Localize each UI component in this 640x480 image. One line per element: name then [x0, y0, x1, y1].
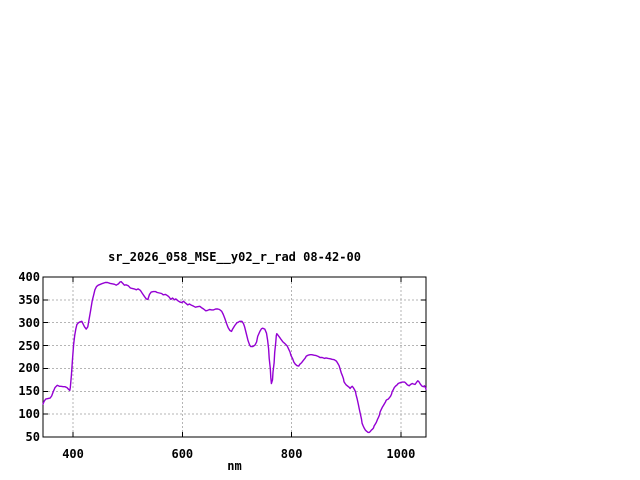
y-tick-label-250: 250: [18, 338, 40, 353]
x-tick-label-600: 600: [171, 447, 194, 461]
y-tick-label-50: 50: [25, 430, 40, 444]
y-tick-label-300: 300: [18, 315, 40, 330]
y-tick-label-150: 150: [18, 384, 40, 399]
plot-border: [42, 276, 427, 438]
y-tick-label-200: 200: [18, 361, 40, 376]
series-line-sr_2026_058_MSE__y02_r_rad: [42, 280, 427, 434]
y-tick-label-100: 100: [18, 407, 40, 422]
y-tick-label-350: 350: [18, 292, 40, 307]
chart-title: sr_2026_058_MSE__y02_r_rad 08-42-00: [108, 250, 361, 264]
x-tick-label-400: 400: [62, 447, 84, 461]
y-tick-label-400: 400: [18, 270, 40, 284]
x-tick-label-800: 800: [280, 447, 303, 461]
x-tick-label-1000: 1000: [386, 447, 416, 461]
x-axis-label: nm: [227, 459, 242, 473]
